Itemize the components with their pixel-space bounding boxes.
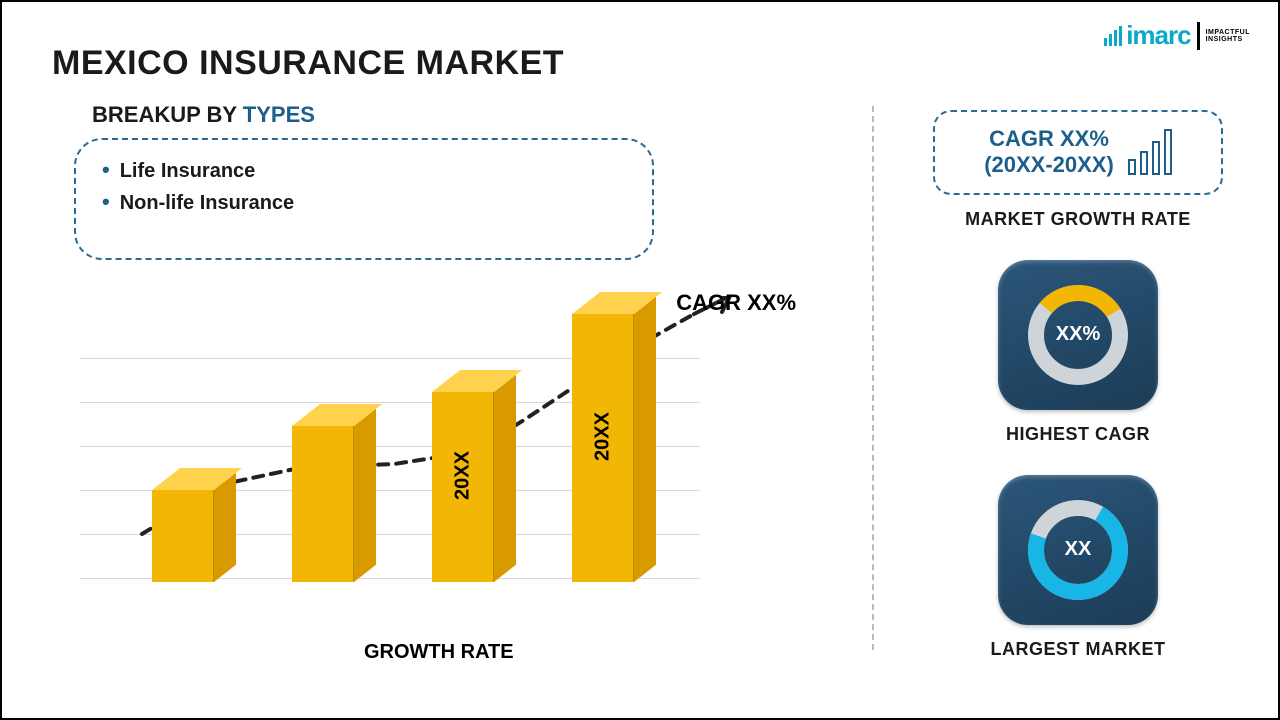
types-list: Life Insurance Non-life Insurance <box>102 154 626 218</box>
market-growth-rate-label: MARKET GROWTH RATE <box>965 209 1191 230</box>
right-panel: CAGR XX% (20XX-20XX) MARKET GROWTH RATE … <box>918 110 1238 660</box>
largest-market-value: XX <box>1065 538 1092 561</box>
subtitle-prefix: BREAKUP BY <box>92 102 243 127</box>
vertical-divider <box>872 106 874 650</box>
largest-market-tile: XX <box>998 475 1158 625</box>
bar-label: 20XX <box>592 412 615 461</box>
types-item: Non-life Insurance <box>102 186 626 218</box>
bar-label: 20XX <box>452 451 475 500</box>
cagr-line2: (20XX-20XX) <box>984 152 1114 178</box>
largest-market-label: LARGEST MARKET <box>991 639 1166 660</box>
cagr-line1: CAGR XX% <box>984 126 1114 152</box>
highest-cagr-tile: XX% <box>998 260 1158 410</box>
mini-bars-icon <box>1128 129 1172 175</box>
growth-chart: CAGR XX% GROWTH RATE 20XX20XX <box>64 302 724 662</box>
types-item: Life Insurance <box>102 154 626 186</box>
chart-axis-label: GROWTH RATE <box>364 641 514 664</box>
cagr-box: CAGR XX% (20XX-20XX) <box>933 110 1223 195</box>
breakup-subtitle: BREAKUP BY TYPES <box>92 102 315 128</box>
logo-bars-icon <box>1104 26 1122 46</box>
logo-divider <box>1197 22 1200 50</box>
highest-cagr-value: XX% <box>1056 323 1100 346</box>
cagr-text: CAGR XX% (20XX-20XX) <box>984 126 1114 179</box>
chart-cagr-label: CAGR XX% <box>676 290 796 316</box>
logo-text: imarc <box>1126 20 1190 51</box>
highest-cagr-label: HIGHEST CAGR <box>1006 424 1150 445</box>
types-box: Life Insurance Non-life Insurance <box>74 138 654 260</box>
brand-logo: imarc IMPACTFUL INSIGHTS <box>1104 20 1250 51</box>
subtitle-accent: TYPES <box>243 102 315 127</box>
page-title: MEXICO INSURANCE MARKET <box>52 44 564 83</box>
infographic-frame: imarc IMPACTFUL INSIGHTS MEXICO INSURANC… <box>0 0 1280 720</box>
logo-tagline: IMPACTFUL INSIGHTS <box>1206 29 1250 43</box>
